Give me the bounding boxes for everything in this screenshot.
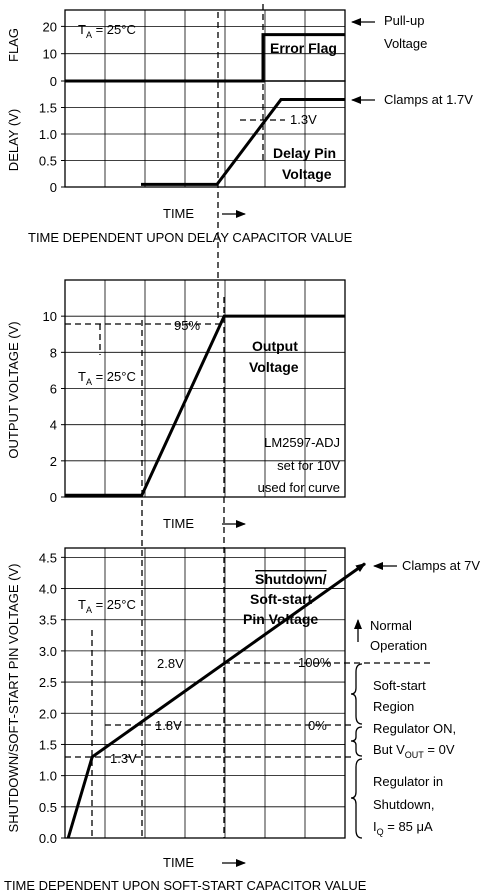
brace [350, 758, 363, 839]
annotation: Pull-up [384, 13, 424, 28]
x-axis-label: TIME [163, 206, 194, 221]
y-tick-label: 20 [43, 19, 57, 34]
annotation: Voltage [249, 359, 299, 375]
y-tick-label: 0 [50, 74, 57, 89]
grid-layer: 0 10 20 0 0.5 1.0 1.5 0 2 4 6 8 10 0.0 0.5 1.0 1.5 2.0 2.5… [39, 9, 346, 846]
y-tick-label: 2.5 [39, 675, 57, 690]
y-tick-label: 1.5 [39, 101, 57, 116]
annotation: Soft-start [373, 678, 426, 693]
annotation: Region [373, 699, 414, 714]
y-tick-label: 10 [43, 47, 57, 62]
y-tick-label: 2 [50, 454, 57, 469]
data-line [65, 33, 345, 83]
y-axis-label: SHUTDOWN/SOFT-START PIN VOLTAGE (V) [6, 564, 21, 833]
annotation: 100% [298, 655, 332, 670]
annotation: Voltage [282, 166, 332, 182]
labels: FLAG DELAY (V) OUTPUT VOLTAGE (V) SHUTDO… [4, 13, 480, 893]
annotation: set for 10V [277, 458, 340, 473]
y-axis-label: FLAG [6, 28, 21, 62]
annotation: Regulator ON, [373, 721, 456, 736]
annotation: 2.8V [157, 656, 184, 671]
y-tick-label: 4.0 [39, 582, 57, 597]
y-tick-label: 4.5 [39, 550, 57, 565]
annotation: 1.3V [110, 751, 137, 766]
annotation: Shutdown, [373, 797, 434, 812]
y-axis-label: OUTPUT VOLTAGE (V) [6, 321, 21, 458]
y-tick-label: 1.0 [39, 127, 57, 142]
caption: TIME DEPENDENT UPON DELAY CAPACITOR VALU… [28, 230, 353, 245]
data-line [65, 314, 345, 497]
data-line [66, 562, 366, 839]
annotation: Clamps at 1.7V [384, 92, 473, 107]
y-tick-label: 4 [50, 418, 57, 433]
annotation: Voltage [384, 36, 427, 51]
x-axis-label: TIME [163, 516, 194, 531]
annotation: Regulator in [373, 774, 443, 789]
annotation: Pin Voltage [243, 611, 318, 627]
y-tick-label: 1.0 [39, 769, 57, 784]
caption: TIME DEPENDENT UPON SOFT-START CAPACITOR… [4, 878, 367, 893]
annotation: used for curve [258, 480, 340, 495]
annotation: LM2597-ADJ [264, 435, 340, 450]
y-tick-label: 0.5 [39, 154, 57, 169]
y-tick-label: 10 [43, 309, 57, 324]
annotation: Clamps at 7V [402, 558, 480, 573]
y-tick-label: 0.0 [39, 831, 57, 846]
annotation: 1.3V [290, 112, 317, 127]
annotation: Soft-start [250, 591, 313, 607]
y-tick-label: 8 [50, 345, 57, 360]
y-tick-label: 0.5 [39, 800, 57, 815]
annotation: Normal [370, 618, 412, 633]
annotation: Delay Pin [273, 145, 336, 161]
y-tick-label: 3.5 [39, 613, 57, 628]
plot-layer [65, 33, 366, 839]
annotation: Output [252, 338, 298, 354]
brace [350, 726, 363, 757]
y-tick-label: 6 [50, 382, 57, 397]
annotation: 1.8V [155, 718, 182, 733]
temp-label: TA = 25°C [78, 597, 136, 615]
y-tick-label: 3.0 [39, 644, 57, 659]
annotation: Operation [370, 638, 427, 653]
annotation: IQ = 85 μA [373, 819, 433, 837]
temp-label: TA = 25°C [78, 22, 136, 40]
y-tick-label: 2.0 [39, 706, 57, 721]
temp-label: TA = 25°C [78, 369, 136, 387]
annotation: Shutdown/ [255, 571, 327, 587]
annotation: 0% [308, 718, 327, 733]
y-tick-label: 0 [50, 180, 57, 195]
annotation: Error Flag [270, 40, 337, 56]
annotation: 95% [174, 318, 200, 333]
y-tick-label: 0 [50, 490, 57, 505]
guides [65, 4, 430, 867]
y-axis-label: DELAY (V) [6, 109, 21, 171]
x-axis-label: TIME [163, 855, 194, 870]
annotation: But VOUT = 0V [373, 742, 455, 760]
y-tick-label: 1.5 [39, 737, 57, 752]
data-line [141, 98, 345, 186]
brace [350, 663, 363, 725]
